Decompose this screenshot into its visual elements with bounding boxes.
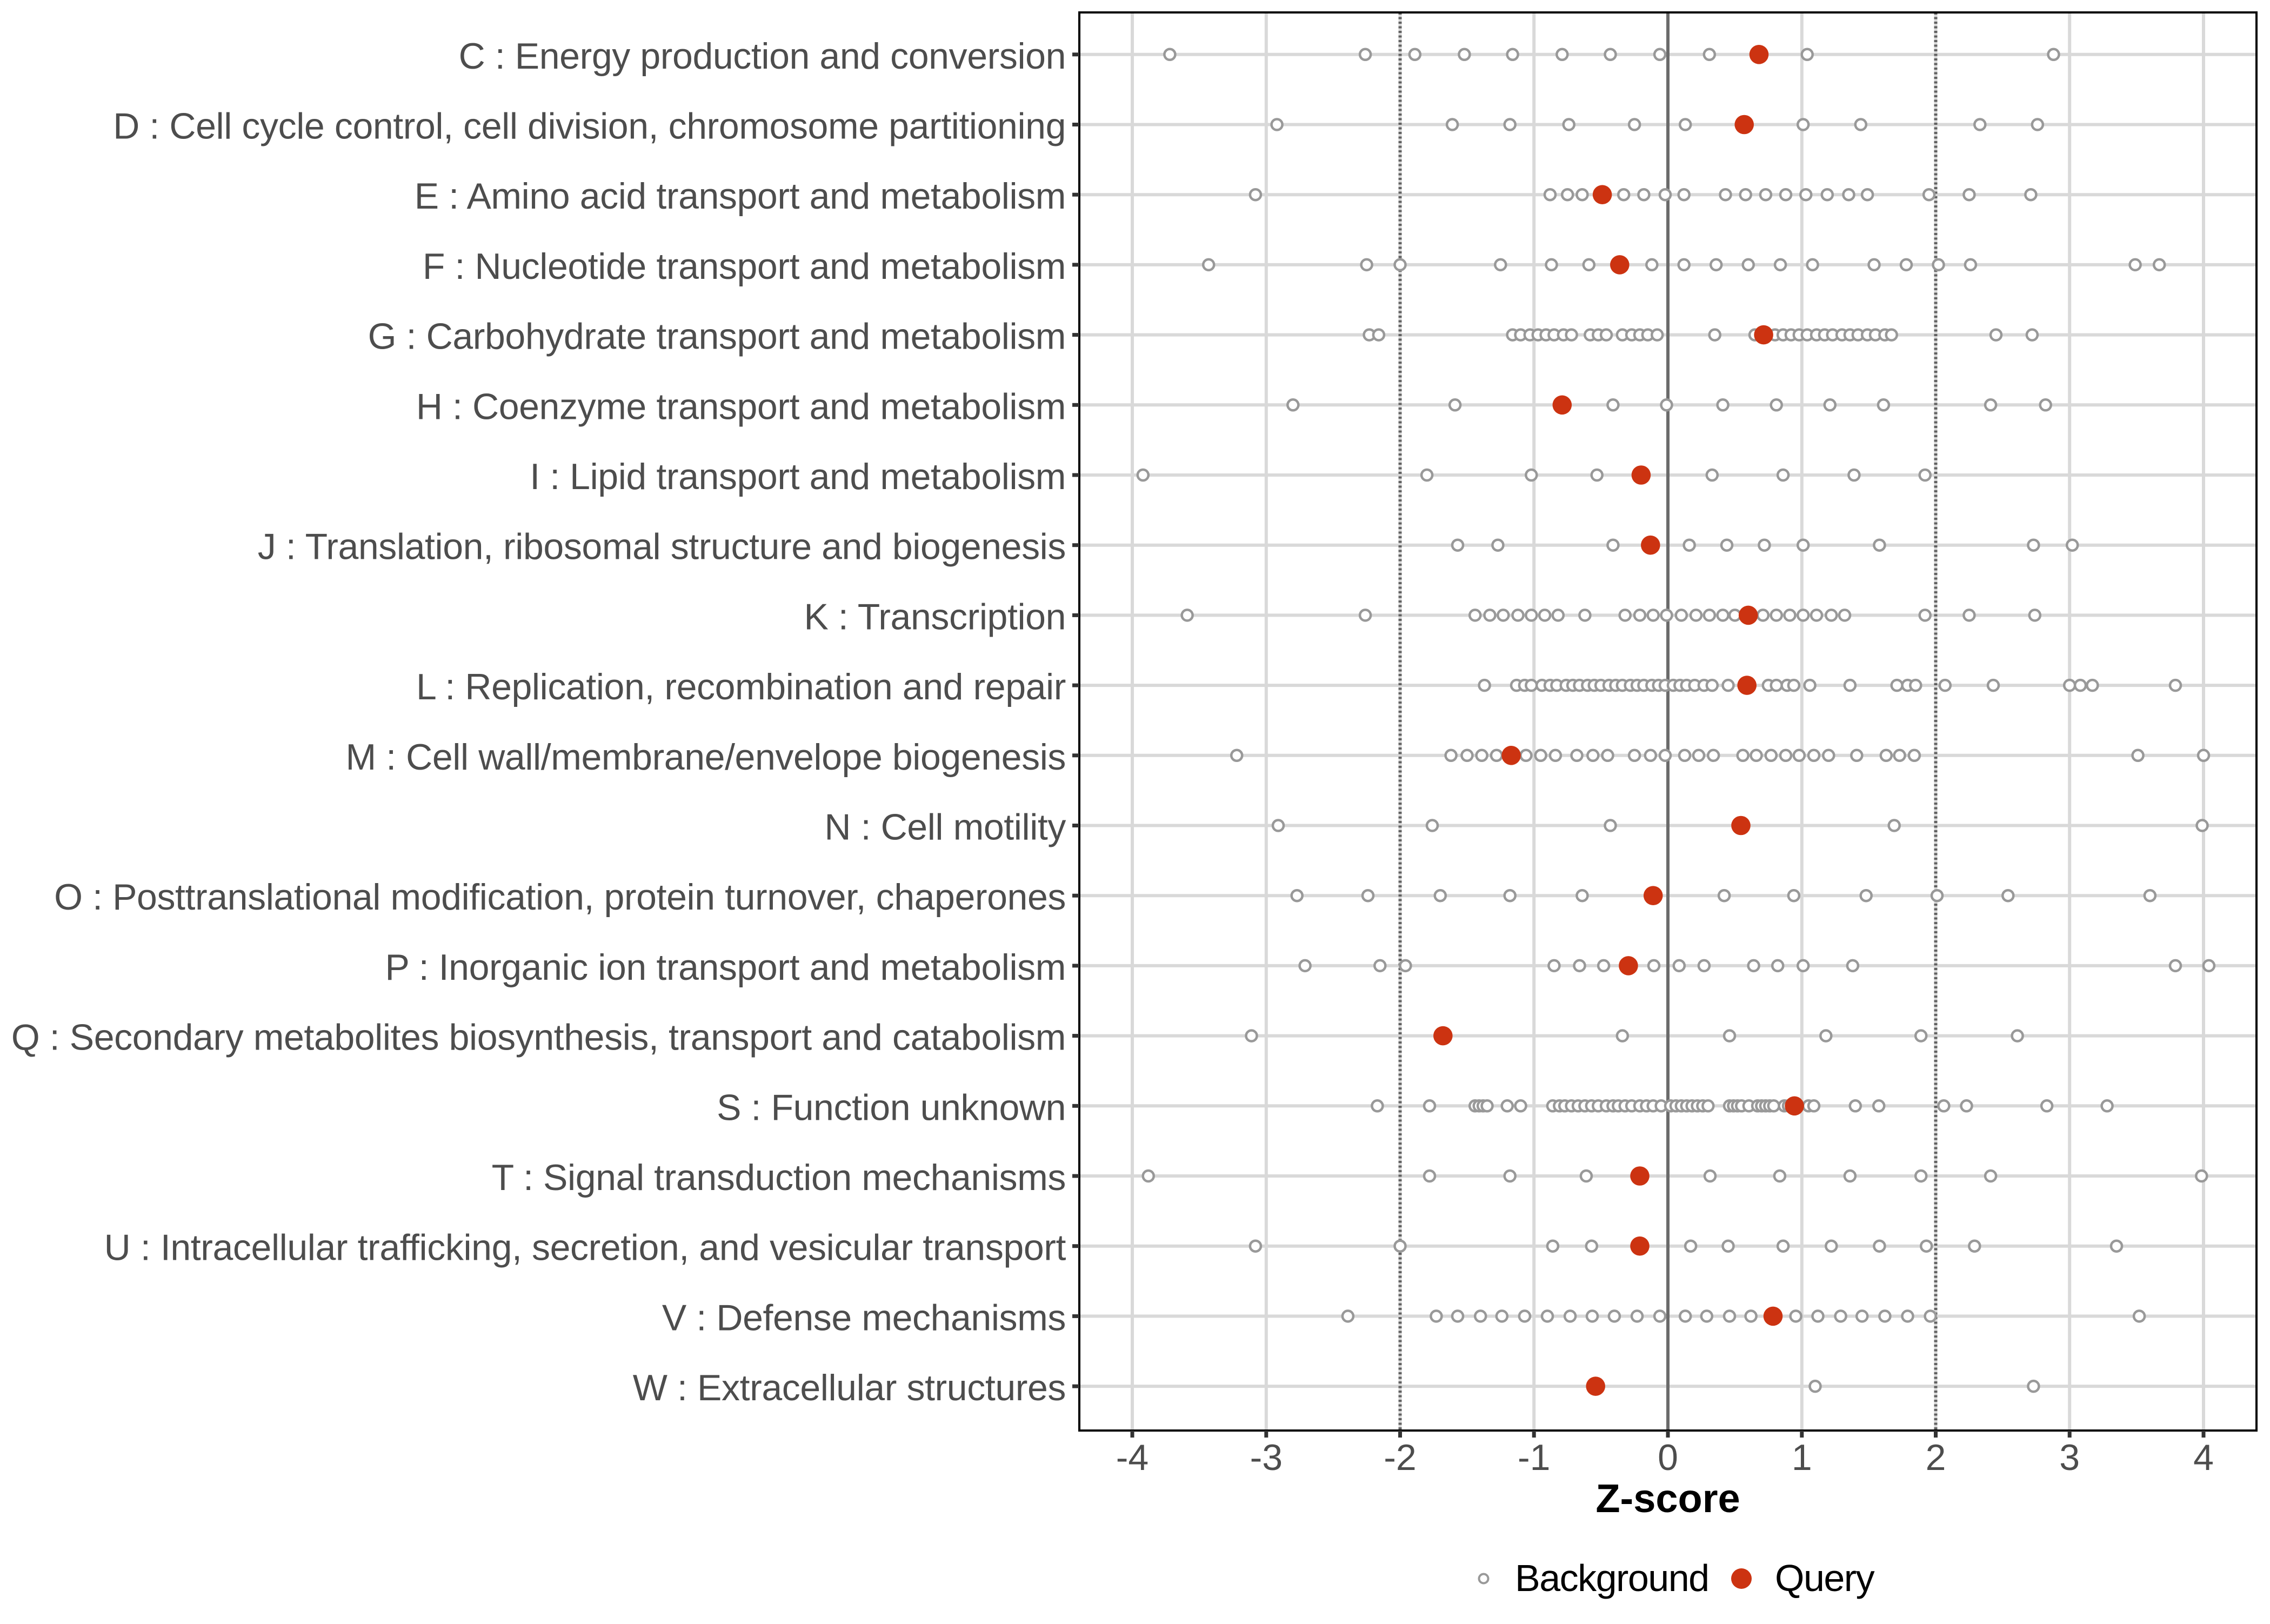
svg-text:W : Extracellular structures: W : Extracellular structures [633, 1367, 1066, 1408]
svg-text:Z-score: Z-score [1595, 1476, 1740, 1521]
svg-text:C : Energy production and conv: C : Energy production and conversion [459, 36, 1066, 77]
svg-text:J : Translation, ribosomal str: J : Translation, ribosomal structure and… [258, 526, 1066, 567]
svg-text:M : Cell wall/membrane/envelop: M : Cell wall/membrane/envelope biogenes… [345, 737, 1066, 778]
svg-text:2: 2 [1926, 1437, 1946, 1478]
svg-text:F : Nucleotide transport and m: F : Nucleotide transport and metabolism [423, 246, 1066, 287]
svg-text:O : Posttranslational modifica: O : Posttranslational modification, prot… [54, 877, 1066, 918]
svg-text:V : Defense mechanisms: V : Defense mechanisms [662, 1297, 1066, 1338]
svg-text:T : Signal transduction mechan: T : Signal transduction mechanisms [492, 1157, 1066, 1198]
svg-text:L : Replication, recombination: L : Replication, recombination and repai… [416, 666, 1066, 707]
svg-text:-3: -3 [1250, 1437, 1283, 1478]
svg-text:Query: Query [1775, 1557, 1875, 1599]
svg-text:P : Inorganic ion transport an: P : Inorganic ion transport and metaboli… [385, 947, 1066, 988]
svg-text:D : Cell cycle control, cell d: D : Cell cycle control, cell division, c… [113, 106, 1066, 147]
svg-text:0: 0 [1658, 1437, 1678, 1478]
svg-text:S : Function unknown: S : Function unknown [717, 1087, 1066, 1128]
svg-text:1: 1 [1792, 1437, 1812, 1478]
svg-text:4: 4 [2193, 1437, 2214, 1478]
svg-text:-1: -1 [1518, 1437, 1550, 1478]
svg-text:-4: -4 [1116, 1437, 1149, 1478]
svg-text:U : Intracellular trafficking,: U : Intracellular trafficking, secretion… [104, 1227, 1066, 1268]
svg-text:E : Amino acid transport and m: E : Amino acid transport and metabolism [415, 176, 1066, 217]
svg-text:Q : Secondary metabolites bios: Q : Secondary metabolites biosynthesis, … [11, 1017, 1066, 1058]
svg-text:G : Carbohydrate transport and: G : Carbohydrate transport and metabolis… [368, 316, 1066, 357]
svg-text:-2: -2 [1384, 1437, 1416, 1478]
svg-text:3: 3 [2059, 1437, 2080, 1478]
svg-text:K : Transcription: K : Transcription [804, 596, 1066, 637]
svg-text:Background: Background [1515, 1557, 1709, 1599]
svg-text:N : Cell motility: N : Cell motility [824, 807, 1066, 848]
svg-text:H : Coenzyme transport and met: H : Coenzyme transport and metabolism [416, 386, 1066, 427]
svg-text:I : Lipid transport and metabo: I : Lipid transport and metabolism [530, 456, 1066, 497]
